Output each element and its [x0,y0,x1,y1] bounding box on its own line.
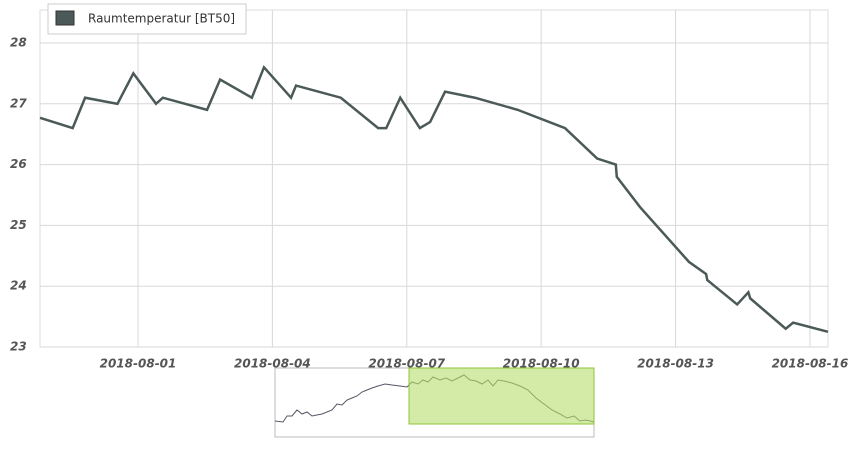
legend: Raumtemperatur [BT50] [47,3,247,35]
x-tick-label: 2018-08-04 [234,357,311,371]
x-tick-label: 2018-08-01 [100,357,177,371]
plot-background [39,9,829,348]
legend-label: Raumtemperatur [BT50] [88,12,235,26]
legend-swatch [55,10,75,26]
x-tick-label: 2018-08-13 [637,357,714,371]
y-tick-label: 26 [10,157,27,171]
navigator[interactable] [274,367,595,438]
y-tick-label: 24 [10,279,27,293]
x-tick-label: 2018-08-16 [772,357,849,371]
x-tick-label: 2018-08-07 [368,357,445,371]
y-tick-label: 27 [10,96,27,110]
series-line [39,64,829,334]
x-tick-label: 2018-08-10 [503,357,580,371]
legend-box [47,3,247,35]
plot-area: 23 24 25 26 27 28 2018-08-01 2018-08-04 2018-08-… [10,9,849,371]
y-tick-label: 25 [10,218,27,232]
y-tick-label: 28 [10,36,27,50]
navigator-selection[interactable] [408,367,595,425]
y-tick-label: 23 [10,340,27,354]
